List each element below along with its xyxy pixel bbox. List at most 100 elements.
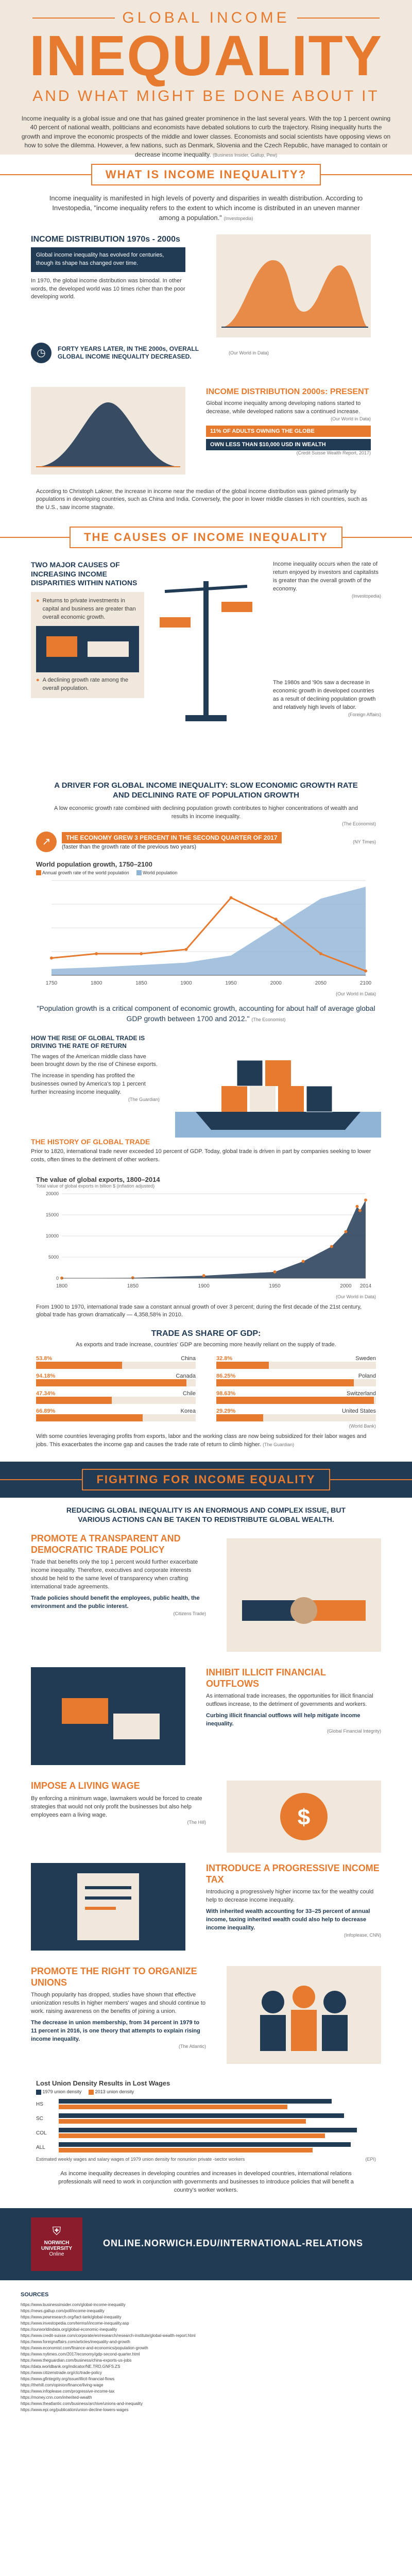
source-link[interactable]: https://news.gallup.com/poll/income-ineq… xyxy=(21,2309,105,2314)
quote-text: "Population growth is a critical compone… xyxy=(37,1004,375,1023)
union-bar-v2013 xyxy=(59,2104,287,2109)
decrease-source: (Foreign Affairs) xyxy=(348,712,381,718)
trade-share-country: China xyxy=(181,1355,196,1362)
container-icon xyxy=(221,1086,247,1112)
present-p: Global income inequality among developin… xyxy=(206,400,361,415)
header: GLOBAL INCOME INEQUALITY AND WHAT MIGHT … xyxy=(0,0,412,158)
section-banner: WHAT IS INCOME INEQUALITY? xyxy=(0,160,412,190)
closing-block: As income inequality decreases in develo… xyxy=(0,2170,412,2195)
trade-share-bar-track xyxy=(216,1397,376,1404)
source-link[interactable]: https://www.nytimes.com/2017/economy/gdp… xyxy=(21,2352,140,2357)
source-link[interactable]: https://thehill.com/opinion/finance/livi… xyxy=(21,2383,104,2388)
piketty-text: Income inequality occurs when the rate o… xyxy=(273,561,381,599)
export-paragraph: From 1900 to 1970, international trade s… xyxy=(0,1303,412,1320)
union-chart-block: Lost Union Density Results in Lost Wages… xyxy=(0,2079,412,2162)
history-title: THE HISTORY OF GLOBAL TRADE xyxy=(31,1137,150,1146)
footer-link[interactable]: ONLINE.NORWICH.EDU/INTERNATIONAL-RELATIO… xyxy=(103,2238,363,2248)
dist-p2: In 1970, the global income distribution … xyxy=(31,277,185,300)
trade-share-item: 98.63% Switzerland xyxy=(216,1391,376,1404)
trade-share-bar xyxy=(216,1379,354,1387)
s3-lead-text: REDUCING GLOBAL INEQUALITY IS AN ENORMOU… xyxy=(66,1506,346,1523)
x-tick-label: 2000 xyxy=(270,980,282,986)
union-bar-v1979 xyxy=(59,2142,351,2147)
scale-beam xyxy=(164,585,248,594)
trade-share-item: 86.25% Poland xyxy=(216,1373,376,1387)
source-link[interactable]: https://www.gfintegrity.org/issue/illici… xyxy=(21,2377,115,2382)
x-tick-label: 1750 xyxy=(46,980,58,986)
source-link[interactable]: https://data.worldbank.org/indicator/NE.… xyxy=(21,2364,121,2369)
unimodal-curve xyxy=(36,402,180,467)
container-icon xyxy=(306,1086,333,1112)
source-link[interactable]: https://www.businessinsider.com/global-i… xyxy=(21,2302,126,2308)
legend-label: Annual growth rate of the world populati… xyxy=(42,870,129,875)
source-link[interactable]: https://www.investopedia.com/terms/i/inc… xyxy=(21,2321,129,2326)
x-tick-label: 2014 xyxy=(360,1283,372,1289)
decrease-p: The 1980s and '90s saw a decrease in eco… xyxy=(273,680,376,711)
cash-icon xyxy=(113,1714,160,1740)
action-5: PROMOTE THE RIGHT TO ORGANIZE UNIONS Tho… xyxy=(0,1966,412,2074)
data-point xyxy=(364,969,367,973)
union-bar-label: ALL xyxy=(36,2145,45,2151)
source-link[interactable]: https://www.economist.com/finance-and-ec… xyxy=(21,2346,148,2351)
action-4-text: INTRODUCE A PROGRESSIVE INCOME TAX Intro… xyxy=(206,1863,381,1938)
driver-title: A DRIVER FOR GLOBAL INCOME INEQUALITY: S… xyxy=(54,781,358,800)
legend-swatch xyxy=(136,870,142,876)
person-icon xyxy=(322,2015,348,2052)
scale-pan-left xyxy=(160,617,191,628)
series-area-population xyxy=(52,887,366,976)
source-link[interactable]: https://www.foreignaffairs.com/articles/… xyxy=(21,2340,130,2345)
s3-lead: REDUCING GLOBAL INEQUALITY IS AN ENORMOU… xyxy=(0,1506,412,1524)
action-5-text: PROMOTE THE RIGHT TO ORGANIZE UNIONS Tho… xyxy=(31,1966,206,2049)
source-link[interactable]: https://ourworldindata.org/global-econom… xyxy=(21,2327,117,2332)
source-link[interactable]: https://money.cnn.com/inherited-wealth xyxy=(21,2395,92,2400)
data-point xyxy=(229,896,233,900)
source-link[interactable]: https://www.theguardian.com/business/chi… xyxy=(21,2358,132,2363)
chart-title: The value of global exports, 1800–2014 xyxy=(36,1175,160,1183)
y-tick-label: 10000 xyxy=(46,1233,59,1239)
trade-share-country: United States xyxy=(341,1408,376,1415)
trade-share-bar xyxy=(216,1362,269,1369)
action-2: INHIBIT ILLICIT FINANCIAL OUTFLOWS As in… xyxy=(0,1667,412,1775)
x-tick-label: 1900 xyxy=(198,1283,210,1289)
source-link[interactable]: https://www.theatlantic.com/business/arc… xyxy=(21,2401,143,2406)
x-tick-label: 1850 xyxy=(135,980,147,986)
union-bar-v1979 xyxy=(59,2098,332,2104)
x-tick-label: 1950 xyxy=(269,1283,281,1289)
action-4-highlight: With inherited wealth accounting for 33–… xyxy=(206,1908,370,1931)
source-link[interactable]: https://www.citizenstrade.org/ctc/trade-… xyxy=(21,2370,102,2376)
history-p: Prior to 1820, international trade never… xyxy=(31,1148,371,1163)
y-tick-label: 15000 xyxy=(46,1212,59,1217)
trade-share-country: Switzerland xyxy=(347,1391,376,1397)
source-link[interactable]: https://www.infoplease.com/progressive-i… xyxy=(21,2389,115,2394)
chart-note: Total value of global exports in billion… xyxy=(36,1183,155,1189)
trade-share-value: 47.34% xyxy=(36,1391,56,1397)
union-bar-row: ALL xyxy=(36,2142,376,2154)
trade-share-bar-track xyxy=(216,1414,376,1422)
action-2-highlight: Curbing illicit financial outflows will … xyxy=(206,1713,360,1727)
population-chart: 1750 1800 1850 1900 1950 2000 2050 2100 xyxy=(46,880,372,986)
source-link[interactable]: https://www.credit-suisse.com/corporate/… xyxy=(21,2333,196,2338)
cause-box: ● Returns to private investments in capi… xyxy=(31,591,144,698)
shipping-graphic xyxy=(175,1060,381,1138)
decrease-text: The 1980s and '90s saw a decrease in eco… xyxy=(273,679,381,717)
source-link[interactable]: https://www.pewresearch.org/fact-tank/gl… xyxy=(21,2315,122,2320)
series-area-exports xyxy=(62,1199,366,1278)
trade-share-bar xyxy=(36,1362,122,1369)
source-link[interactable]: https://www.epi.org/publication/union-de… xyxy=(21,2408,129,2413)
container-icon xyxy=(265,1060,291,1086)
union-bar-row: HS xyxy=(36,2098,376,2110)
shield-icon: ⛨ xyxy=(52,2224,61,2238)
trade-share-labels: 53.8% China xyxy=(36,1355,196,1362)
china-title: HOW THE RISE OF GLOBAL TRADE IS DRIVING … xyxy=(31,1034,145,1049)
trade-share-value: 86.25% xyxy=(216,1373,236,1380)
china-p2: The increase in spending has profited th… xyxy=(31,1073,146,1096)
action-3-source: (The Hill) xyxy=(187,1819,206,1825)
page-title: INEQUALITY xyxy=(29,24,383,88)
distribution-present: INCOME DISTRIBUTION 2000s: PRESENT Globa… xyxy=(0,386,412,485)
kicker-row: GLOBAL INCOME xyxy=(0,9,412,27)
trade-bottom-text: With some countries leveraging profits f… xyxy=(36,1433,367,1448)
trade-share-value: 94.18% xyxy=(36,1373,56,1380)
x-tick-label: 1850 xyxy=(127,1283,139,1289)
lakner-paragraph: According to Christoph Lakner, the incre… xyxy=(0,488,412,513)
trade-share-value: 98.63% xyxy=(216,1391,236,1397)
